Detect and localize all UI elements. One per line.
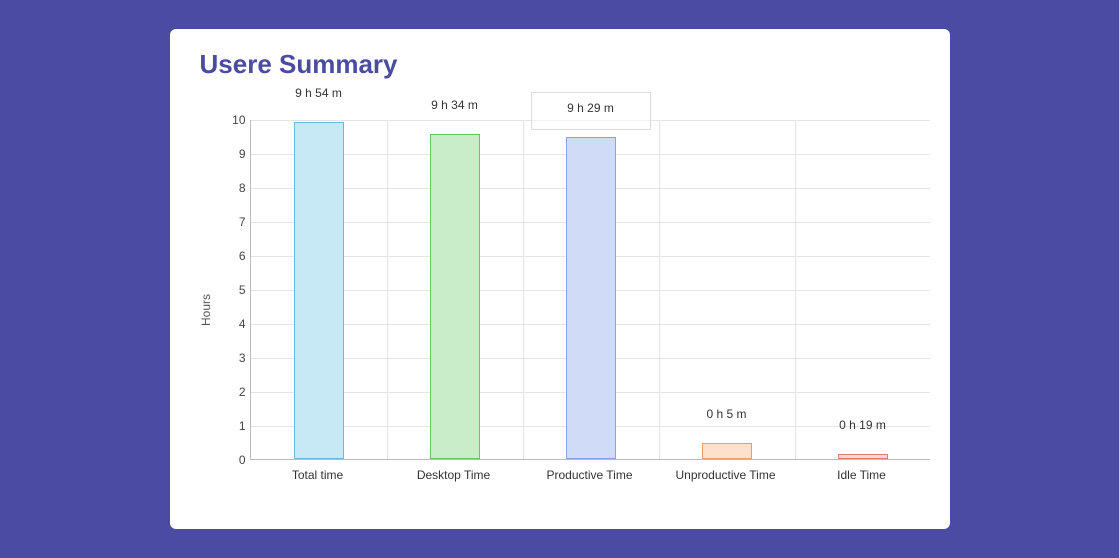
y-tick: 6 xyxy=(222,249,246,263)
plot-area: 9 h 54 m9 h 34 m9 h 29 m0 h 5 m0 h 19 m xyxy=(250,120,930,460)
bar xyxy=(566,137,616,459)
y-tick: 1 xyxy=(222,419,246,433)
y-tick: 9 xyxy=(222,147,246,161)
bar-value-label: 0 h 5 m xyxy=(706,407,746,425)
summary-card: Usere Summary Hours 9 h 54 m 9 h 34 m 9 h … xyxy=(170,29,950,529)
vgridline xyxy=(387,120,388,459)
y-tick: 5 xyxy=(222,283,246,297)
y-tick: 10 xyxy=(222,113,246,127)
x-tick: Total time xyxy=(292,468,343,482)
y-tick: 3 xyxy=(222,351,246,365)
y-tick: 2 xyxy=(222,385,246,399)
bar-value-label: 9 h 29 m xyxy=(567,101,614,119)
x-tick: Desktop Time xyxy=(417,468,490,482)
vgridline xyxy=(659,120,660,459)
vgridline xyxy=(795,120,796,459)
chart-container: Hours 9 h 54 m9 h 34 m9 h 29 m0 h 5 m0 h… xyxy=(210,120,930,500)
x-tick: Unproductive Time xyxy=(675,468,775,482)
x-tick: Productive Time xyxy=(546,468,632,482)
bar-value-label: 0 h 19 m xyxy=(839,418,886,436)
bar-value-label: 9 h 34 m xyxy=(431,98,478,116)
x-tick: Idle Time xyxy=(837,468,886,482)
y-axis-label: Hours xyxy=(199,294,213,326)
bar-value-label: 9 h 54 m xyxy=(295,86,342,104)
bar xyxy=(430,134,480,459)
bar xyxy=(702,443,752,459)
y-tick: 8 xyxy=(222,181,246,195)
y-tick: 4 xyxy=(222,317,246,331)
y-tick: 7 xyxy=(222,215,246,229)
page-title: Usere Summary xyxy=(200,49,920,80)
vgridline xyxy=(523,120,524,459)
y-tick: 0 xyxy=(222,453,246,467)
bar xyxy=(838,454,888,459)
bar xyxy=(294,122,344,459)
